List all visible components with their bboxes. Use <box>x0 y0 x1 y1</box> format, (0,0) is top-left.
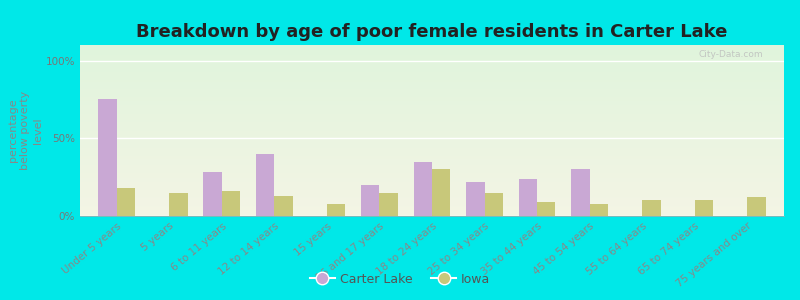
Bar <box>256 154 274 216</box>
Legend: Carter Lake, Iowa: Carter Lake, Iowa <box>305 268 495 291</box>
Bar <box>518 179 537 216</box>
Bar <box>694 200 713 216</box>
Bar <box>203 172 222 216</box>
Bar <box>379 193 398 216</box>
Bar <box>485 193 503 216</box>
Bar <box>117 188 135 216</box>
Y-axis label: percentage
below poverty
level: percentage below poverty level <box>8 91 43 170</box>
Bar <box>222 191 240 216</box>
Bar <box>466 182 485 216</box>
Bar <box>747 197 766 216</box>
Bar <box>361 185 379 216</box>
Bar <box>590 204 608 216</box>
Bar <box>537 202 555 216</box>
Bar <box>327 204 346 216</box>
Bar <box>432 169 450 216</box>
Bar <box>170 193 188 216</box>
Bar <box>414 162 432 216</box>
Title: Breakdown by age of poor female residents in Carter Lake: Breakdown by age of poor female resident… <box>136 23 728 41</box>
Text: City-Data.com: City-Data.com <box>698 50 763 59</box>
Bar <box>642 200 661 216</box>
Bar <box>98 99 117 216</box>
Bar <box>274 196 293 216</box>
Bar <box>571 169 590 216</box>
